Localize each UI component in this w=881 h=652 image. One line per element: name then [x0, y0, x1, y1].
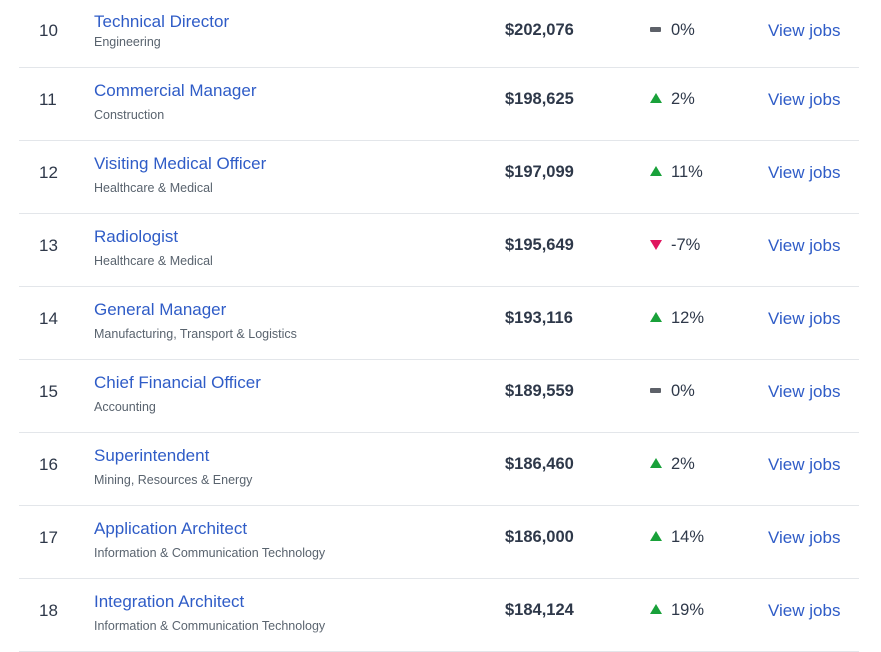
rank-number: 15 [39, 382, 58, 401]
rank-number: 14 [39, 309, 58, 328]
rank-number: 16 [39, 455, 58, 474]
ranking-row: 10 Technical Director Engineering $202,0… [19, 0, 859, 68]
average-salary: $189,559 [505, 382, 574, 400]
trend-percentage: 12% [671, 309, 705, 327]
trend-up-icon [649, 528, 663, 548]
salary-trend: 11% [649, 163, 749, 183]
view-jobs-link[interactable]: View jobs [768, 601, 841, 620]
view-jobs-link[interactable]: View jobs [768, 236, 841, 255]
ranking-row: 11 Commercial Manager Construction $198,… [19, 68, 859, 141]
salary-trend: 0% [649, 382, 749, 402]
industry-label: Engineering [94, 35, 161, 49]
trend-percentage: 19% [671, 601, 705, 619]
trend-percentage: 2% [671, 455, 695, 473]
average-salary: $193,116 [505, 309, 573, 327]
salary-trend: 19% [649, 601, 749, 621]
trend-percentage: 11% [671, 163, 703, 181]
job-title-link[interactable]: Application Architect [94, 519, 248, 538]
average-salary: $197,099 [505, 163, 574, 181]
rank-number: 13 [39, 236, 58, 255]
average-salary: $195,649 [505, 236, 574, 254]
industry-label: Construction [94, 108, 165, 122]
salary-trend: 12% [649, 309, 749, 329]
salary-trend: 0% [649, 21, 749, 41]
job-title-link[interactable]: Visiting Medical Officer [94, 154, 267, 173]
industry-label: Information & Communication Technology [94, 546, 326, 560]
ranking-row: 12 Visiting Medical Officer Healthcare &… [19, 141, 859, 214]
industry-label: Healthcare & Medical [94, 181, 213, 195]
salary-trend: -7% [649, 236, 749, 256]
salary-trend: 2% [649, 90, 749, 110]
job-title-link[interactable]: Chief Financial Officer [94, 373, 261, 392]
industry-label: Accounting [94, 400, 156, 414]
view-jobs-link[interactable]: View jobs [768, 382, 841, 401]
rank-number: 17 [39, 528, 58, 547]
trend-percentage: 0% [671, 21, 695, 39]
industry-label: Mining, Resources & Energy [94, 473, 253, 487]
trend-percentage: -7% [671, 236, 701, 254]
trend-flat-icon [649, 21, 663, 41]
rank-number: 18 [39, 601, 58, 620]
job-title-link[interactable]: Radiologist [94, 227, 179, 246]
trend-percentage: 0% [671, 382, 695, 400]
job-title-link[interactable]: Integration Architect [94, 592, 245, 611]
job-title-link[interactable]: General Manager [94, 300, 227, 319]
ranking-row: 16 Superintendent Mining, Resources & En… [19, 433, 859, 506]
industry-label: Information & Communication Technology [94, 619, 326, 633]
rank-number: 11 [39, 90, 57, 109]
view-jobs-link[interactable]: View jobs [768, 21, 841, 40]
trend-up-icon [649, 455, 663, 475]
industry-label: Manufacturing, Transport & Logistics [94, 327, 297, 341]
trend-percentage: 2% [671, 90, 695, 108]
average-salary: $202,076 [505, 21, 574, 39]
average-salary: $184,124 [505, 601, 574, 619]
average-salary: $186,460 [505, 455, 574, 473]
average-salary: $186,000 [505, 528, 574, 546]
industry-label: Healthcare & Medical [94, 254, 213, 268]
salary-trend: 2% [649, 455, 749, 475]
trend-up-icon [649, 601, 663, 621]
view-jobs-link[interactable]: View jobs [768, 528, 841, 547]
average-salary: $198,625 [505, 90, 574, 108]
rank-number: 10 [39, 21, 58, 40]
rank-number: 12 [39, 163, 58, 182]
salary-trend: 14% [649, 528, 749, 548]
view-jobs-link[interactable]: View jobs [768, 309, 841, 328]
ranking-row: 15 Chief Financial Officer Accounting $1… [19, 360, 859, 433]
trend-up-icon [649, 163, 663, 183]
view-jobs-link[interactable]: View jobs [768, 90, 841, 109]
trend-up-icon [649, 309, 663, 329]
ranking-row: 13 Radiologist Healthcare & Medical $195… [19, 214, 859, 287]
trend-up-icon [649, 90, 663, 110]
ranking-row: 17 Application Architect Information & C… [19, 506, 859, 579]
trend-flat-icon [649, 382, 663, 402]
view-jobs-link[interactable]: View jobs [768, 455, 841, 474]
job-title-link[interactable]: Technical Director [94, 12, 230, 31]
view-jobs-link[interactable]: View jobs [768, 163, 841, 182]
ranking-row: 14 General Manager Manufacturing, Transp… [19, 287, 859, 360]
ranking-row: 18 Integration Architect Information & C… [19, 579, 859, 652]
trend-down-icon [649, 236, 663, 256]
trend-percentage: 14% [671, 528, 705, 546]
job-title-link[interactable]: Superintendent [94, 446, 210, 465]
job-title-link[interactable]: Commercial Manager [94, 81, 257, 100]
